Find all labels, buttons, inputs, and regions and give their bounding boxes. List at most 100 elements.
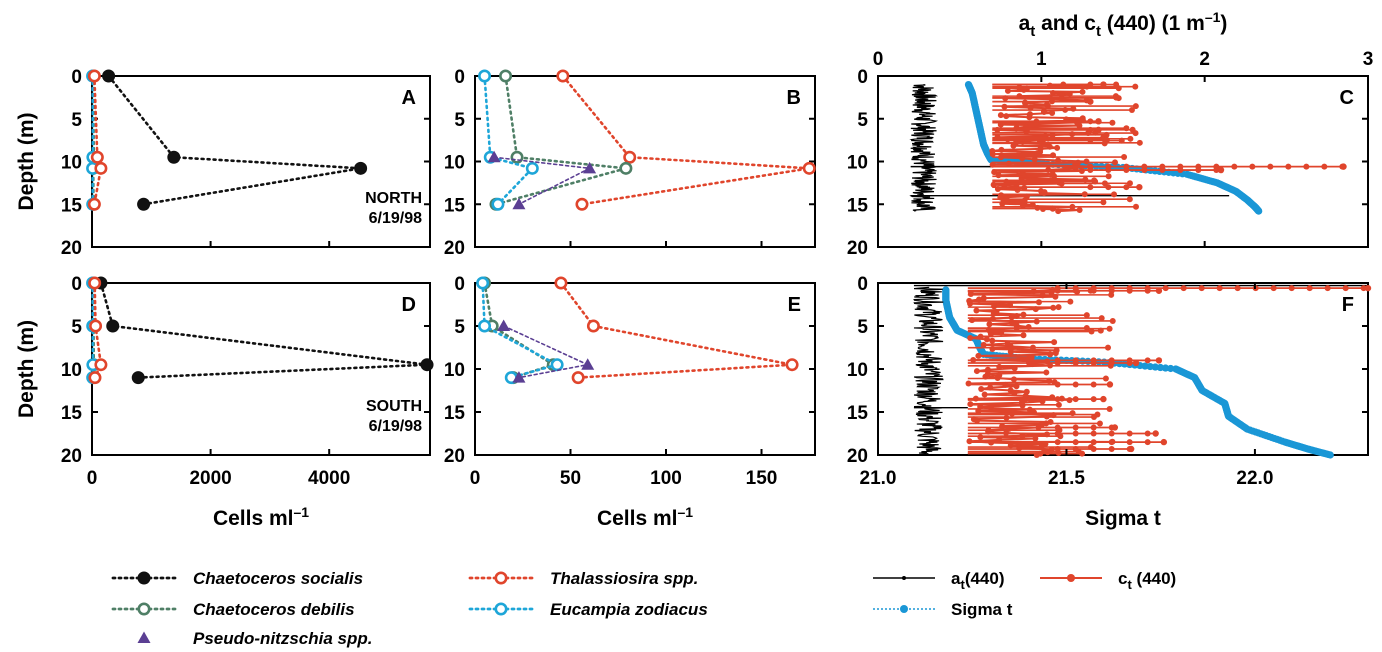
x-axis-label: Cells ml–1 — [597, 504, 693, 530]
ct-point — [973, 368, 980, 375]
thalassiosira-marker — [87, 69, 101, 83]
legend-optics: at(440) ct (440) Sigma t — [873, 569, 1176, 619]
debilis-marker — [619, 161, 633, 175]
thalassiosira-marker — [575, 197, 589, 211]
ct-point — [1054, 430, 1061, 437]
y-tick-label: 5 — [71, 317, 82, 338]
panel-a: 0 5 10 15 20 Depth (m) A NORTH 6/19/98 — [15, 67, 431, 259]
panel-letter: D — [402, 294, 416, 316]
ct-point — [986, 321, 993, 328]
ct-point — [1054, 396, 1061, 403]
legend-species: Chaetoceros socialis Chaetoceros debilis P… — [111, 569, 708, 648]
series-socialis — [102, 69, 368, 211]
thalassiosira-marker — [88, 371, 102, 385]
thalassiosira-line — [93, 74, 103, 206]
ct-point — [1136, 183, 1143, 191]
ct-point — [1098, 315, 1105, 322]
thalassiosira-line — [93, 281, 103, 379]
legend-item-socialis: Chaetoceros socialis — [111, 569, 363, 588]
ct-point — [1055, 304, 1062, 311]
ct-point — [1126, 359, 1133, 366]
pseudo-line — [502, 325, 591, 379]
legend-item-at: at(440) — [873, 569, 1005, 592]
legend-marker — [900, 605, 908, 613]
top-tick-label: 1 — [1036, 49, 1047, 70]
ct-point — [1105, 167, 1112, 174]
ct-point — [1111, 159, 1118, 166]
thalassiosira-marker — [802, 161, 816, 175]
at-trace — [909, 83, 939, 212]
ct-point — [1092, 178, 1099, 185]
ct-point — [1126, 287, 1133, 294]
y-tick-label: 20 — [847, 238, 868, 259]
panel-annotation: 6/19/98 — [369, 210, 422, 227]
ct-point — [995, 172, 1002, 179]
ct-point — [1109, 317, 1116, 324]
x-tick-label: 0 — [87, 468, 98, 489]
ct-point — [1100, 81, 1107, 88]
ct-point — [1108, 287, 1115, 294]
series-at — [909, 83, 1230, 212]
x-tick-label: 0 — [470, 468, 481, 489]
ct-point — [1162, 285, 1169, 292]
legend-marker — [902, 576, 906, 580]
ct-point — [1072, 439, 1079, 446]
ct-point — [965, 380, 972, 387]
x-tick-label: 100 — [650, 468, 682, 489]
ct-point — [1198, 285, 1205, 292]
thalassiosira-marker — [94, 358, 108, 372]
panel-annotation: 6/19/98 — [369, 418, 422, 435]
legend-label: Sigma t — [951, 600, 1013, 619]
ct-point — [989, 151, 996, 158]
ct-point — [1112, 93, 1119, 100]
y-tick-label: 15 — [847, 403, 869, 424]
series-thalassiosira — [556, 69, 816, 211]
y-tick-label: 10 — [444, 153, 465, 174]
ct-point — [1180, 285, 1187, 292]
ct-point — [1072, 381, 1079, 388]
ct-point — [1155, 357, 1163, 364]
top-axis-label: at and ct (440) (1 m–1) — [1019, 9, 1228, 40]
ct-point — [1106, 325, 1113, 332]
ct-point — [1019, 170, 1026, 177]
ct-point — [1108, 445, 1115, 452]
ct-point — [1111, 191, 1118, 198]
x-tick-label: 4000 — [308, 468, 350, 489]
y-tick-label: 15 — [444, 403, 466, 424]
top-tick-label: 2 — [1199, 49, 1210, 70]
ct-point — [1054, 287, 1061, 294]
ct-point — [1041, 190, 1048, 197]
ct-point — [1026, 114, 1033, 121]
ct-point — [1152, 430, 1159, 437]
ct-point — [1072, 287, 1079, 294]
ct-point — [1128, 107, 1135, 114]
ct-point — [1011, 390, 1018, 397]
ct-point — [1054, 445, 1061, 452]
series-pseudo — [497, 319, 595, 383]
ct-point — [998, 146, 1005, 153]
ct-point — [1126, 180, 1133, 187]
ct-point — [1076, 122, 1083, 129]
y-tick-label: 5 — [454, 110, 465, 131]
y-tick-label: 5 — [71, 110, 82, 131]
y-axis-label: Depth (m) — [15, 320, 38, 418]
ct-point — [1267, 163, 1274, 170]
legend-item-ct: ct (440) — [1040, 569, 1176, 592]
ct-point — [1049, 205, 1056, 212]
x-axis-label: Cells ml–1 — [213, 504, 309, 530]
ct-point — [1003, 113, 1010, 120]
ct-point — [1014, 187, 1021, 193]
y-tick-label: 0 — [857, 67, 868, 88]
socialis-marker — [420, 358, 434, 372]
ct-point — [1079, 88, 1086, 95]
legend-item-pseudo: Pseudo-nitzschia spp. — [137, 629, 372, 648]
legend-marker — [137, 631, 151, 643]
x-tick-label: 2000 — [189, 468, 231, 489]
y-tick-label: 10 — [444, 360, 465, 381]
ct-point — [1079, 450, 1086, 457]
ct-point — [1104, 344, 1111, 351]
ct-point — [1102, 375, 1109, 382]
legend-item-thalassiosira: Thalassiosira spp. — [468, 569, 698, 588]
eucampia-marker — [491, 197, 505, 211]
thalassiosira-marker — [586, 319, 600, 333]
